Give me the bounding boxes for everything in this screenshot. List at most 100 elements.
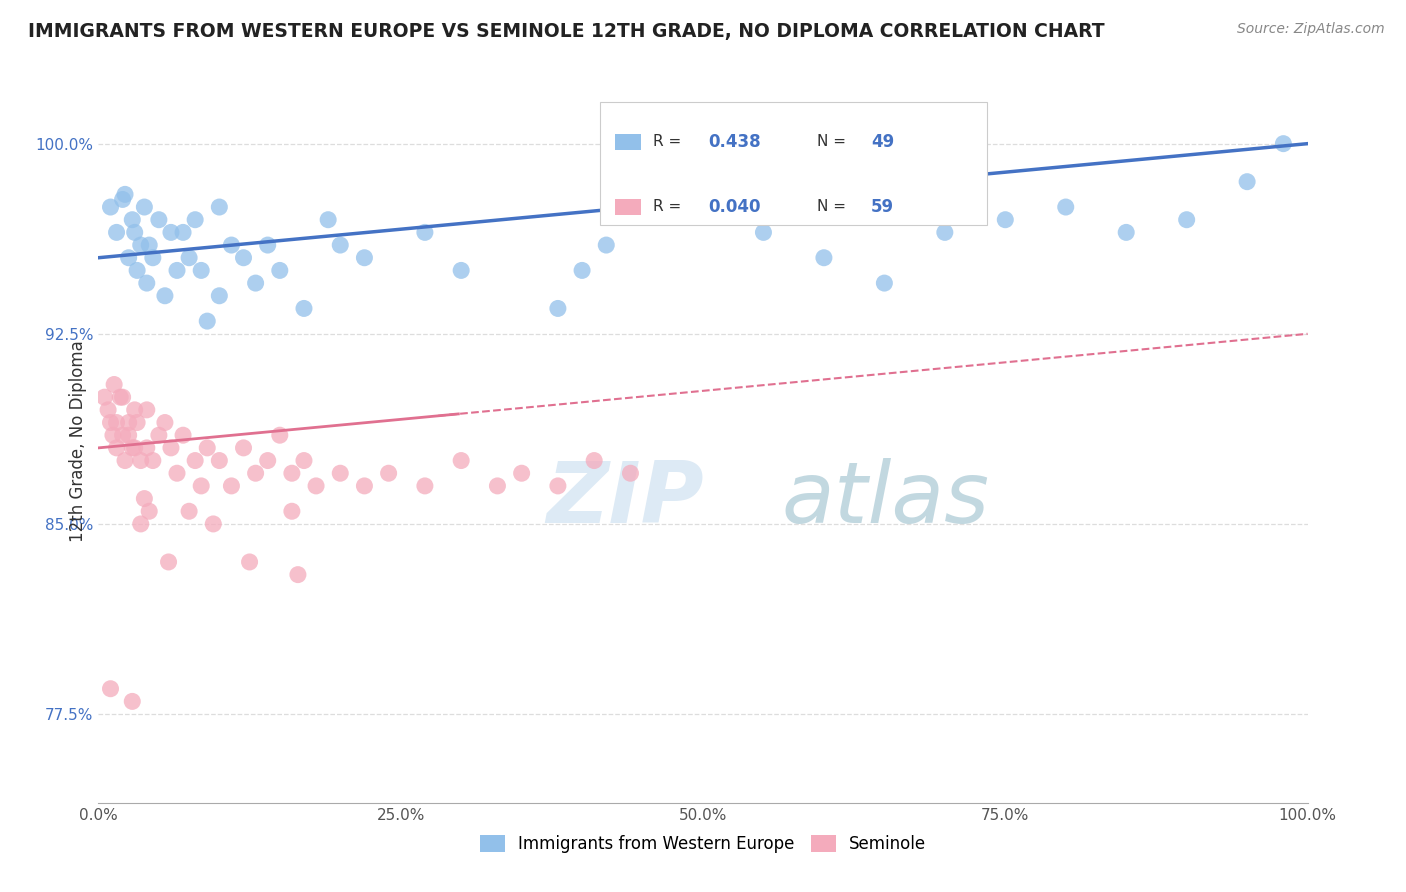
- Point: [873, 276, 896, 290]
- Point: [329, 467, 352, 481]
- Point: [108, 390, 131, 404]
- Text: Source: ZipAtlas.com: Source: ZipAtlas.com: [1237, 22, 1385, 37]
- Point: [172, 226, 194, 240]
- Point: [134, 491, 156, 506]
- Point: [105, 441, 128, 455]
- Point: [1175, 212, 1198, 227]
- Point: [377, 467, 399, 481]
- Point: [934, 226, 956, 240]
- Point: [135, 402, 157, 417]
- Point: [208, 200, 231, 214]
- Point: [413, 479, 436, 493]
- Point: [619, 467, 641, 481]
- Point: [118, 416, 141, 430]
- Point: [129, 453, 152, 467]
- Text: 0.040: 0.040: [707, 198, 761, 216]
- Point: [166, 263, 188, 277]
- Point: [353, 479, 375, 493]
- Point: [124, 402, 146, 417]
- Point: [450, 453, 472, 467]
- Text: ZIP: ZIP: [546, 458, 703, 541]
- Point: [93, 390, 115, 404]
- Point: [121, 694, 143, 708]
- Point: [486, 479, 509, 493]
- Point: [571, 263, 593, 277]
- Text: R =: R =: [654, 199, 686, 214]
- Point: [208, 453, 231, 467]
- Point: [692, 200, 714, 214]
- Point: [111, 193, 134, 207]
- Point: [994, 212, 1017, 227]
- Text: IMMIGRANTS FROM WESTERN EUROPE VS SEMINOLE 12TH GRADE, NO DIPLOMA CORRELATION CH: IMMIGRANTS FROM WESTERN EUROPE VS SEMINO…: [28, 22, 1105, 41]
- Point: [153, 289, 176, 303]
- Bar: [614, 134, 641, 150]
- Point: [245, 467, 267, 481]
- Point: [269, 428, 291, 442]
- Point: [111, 390, 134, 404]
- Point: [118, 428, 141, 442]
- Legend: Immigrants from Western Europe, Seminole: Immigrants from Western Europe, Seminole: [472, 828, 934, 860]
- Point: [221, 479, 243, 493]
- Text: 59: 59: [872, 198, 894, 216]
- Point: [129, 238, 152, 252]
- Point: [97, 402, 120, 417]
- Point: [239, 555, 262, 569]
- Text: N =: N =: [817, 134, 851, 149]
- Point: [316, 212, 339, 227]
- Point: [138, 238, 160, 252]
- Point: [195, 441, 218, 455]
- Point: [105, 416, 128, 430]
- Point: [1272, 136, 1295, 151]
- Point: [813, 251, 835, 265]
- Point: [547, 301, 569, 316]
- Y-axis label: 12th Grade, No Diploma: 12th Grade, No Diploma: [69, 341, 87, 542]
- Bar: [614, 199, 641, 215]
- Point: [287, 567, 309, 582]
- Point: [160, 226, 183, 240]
- Text: 0.438: 0.438: [707, 133, 761, 151]
- Point: [138, 504, 160, 518]
- Point: [121, 441, 143, 455]
- Point: [1054, 200, 1077, 214]
- Point: [153, 416, 176, 430]
- Point: [353, 251, 375, 265]
- Text: 49: 49: [872, 133, 894, 151]
- Point: [134, 200, 156, 214]
- Text: N =: N =: [817, 199, 851, 214]
- Point: [127, 416, 149, 430]
- Point: [305, 479, 328, 493]
- Point: [121, 212, 143, 227]
- Point: [547, 479, 569, 493]
- Point: [413, 226, 436, 240]
- Point: [105, 226, 128, 240]
- Point: [179, 504, 201, 518]
- Point: [281, 504, 304, 518]
- Point: [292, 301, 315, 316]
- Point: [202, 516, 225, 531]
- Point: [1236, 175, 1258, 189]
- Point: [157, 555, 180, 569]
- FancyBboxPatch shape: [600, 102, 987, 225]
- Point: [172, 428, 194, 442]
- Point: [179, 251, 201, 265]
- Point: [281, 467, 304, 481]
- Point: [329, 238, 352, 252]
- Point: [256, 238, 278, 252]
- Point: [190, 479, 212, 493]
- Point: [184, 453, 207, 467]
- Text: R =: R =: [654, 134, 686, 149]
- Point: [135, 276, 157, 290]
- Point: [583, 453, 606, 467]
- Point: [124, 441, 146, 455]
- Point: [208, 289, 231, 303]
- Point: [101, 428, 124, 442]
- Point: [166, 467, 188, 481]
- Point: [114, 453, 136, 467]
- Point: [292, 453, 315, 467]
- Point: [595, 238, 617, 252]
- Point: [111, 428, 134, 442]
- Point: [1115, 226, 1137, 240]
- Point: [135, 441, 157, 455]
- Point: [232, 441, 254, 455]
- Point: [148, 428, 170, 442]
